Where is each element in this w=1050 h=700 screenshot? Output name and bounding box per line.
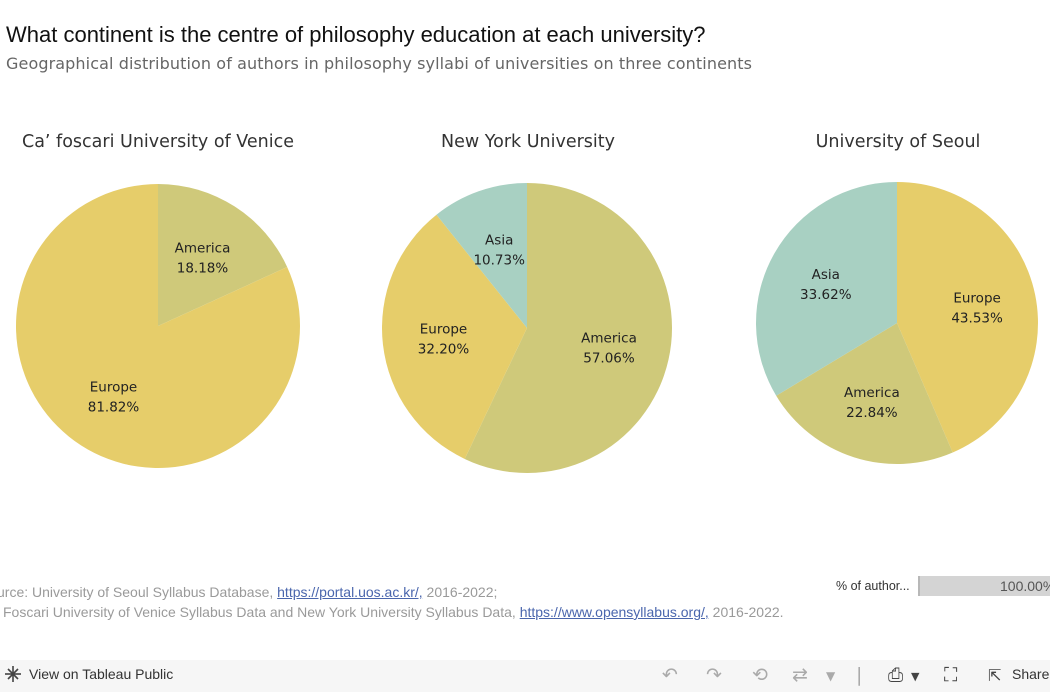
pie-2-value-america: 57.06% [583,351,635,367]
pie-3-slice-asia[interactable] [756,182,897,396]
source-link-opensyllabus[interactable]: https://www.opensyllabus.org/, [519,604,709,620]
chart-subtitle: Geographical distribution of authors in … [6,54,753,73]
pie-charts: America 18.18% Europe 81.82% America 57.06% Eu… [15,182,1038,473]
pie-3-slice-america[interactable] [776,323,953,464]
pie-2-label-asia: Asia [485,233,513,249]
pie-3-label-europe: Europe [953,291,1000,307]
pie-2-value-europe: 32.20% [418,342,470,358]
pie-2-slice-america[interactable] [464,183,673,473]
pie-1-value-america: 18.18% [177,261,229,277]
view-on-tableau-link[interactable]: View on Tableau Public [29,666,174,682]
chart-title: What continent is the centre of philosop… [6,22,706,47]
pie-3-slice-europe[interactable] [897,182,1038,453]
pie-title-venice: Ca’ foscari University of Venice [21,132,295,152]
download-dropdown-icon[interactable]: ▼ [911,670,920,683]
pause-dropdown-icon[interactable]: ▼ [826,669,836,683]
pie-2-slice-asia[interactable] [436,183,527,328]
pie-1-value-europe: 81.82% [88,399,140,415]
source-line-1-suffix: 2016-2022; [422,584,498,600]
size-legend-bar [918,576,1050,596]
pie-1-slice-america[interactable] [158,184,288,326]
source-link-uos[interactable]: https://portal.uos.ac.kr/, [277,584,423,600]
source-line-2: Foscari University of Venice Syllabus Da… [3,604,784,620]
size-legend-label: % of author... [836,579,910,593]
share-button[interactable]: Share [1012,666,1050,682]
undo-icon[interactable]: ↶ [662,664,678,686]
source-line-1-prefix: urce: University of Seoul Syllabus Datab… [0,584,278,600]
pie-3-label-america: America [844,385,900,401]
pie-2-label-europe: Europe [420,322,467,338]
pie-3-value-europe: 43.53% [951,311,1003,327]
tableau-logo-icon[interactable] [4,665,22,686]
toolbar-divider: | [856,664,863,686]
share-icon[interactable]: ⇱ [988,666,1002,685]
source-line-2-prefix: Foscari University of Venice Syllabus Da… [3,604,520,620]
source-line-1: urce: University of Seoul Syllabus Datab… [0,584,497,600]
pie-title-seoul: University of Seoul [815,132,981,152]
source-line-2-suffix: 2016-2022. [708,604,784,620]
pie-2-value-asia: 10.73% [473,253,525,269]
tableau-toolbar: View on Tableau Public ↶ ↷ ⟲ ⇄ ▼ | ⎙ ▼ ⛶… [0,660,1050,692]
fullscreen-icon[interactable]: ⛶ [944,664,958,686]
pie-1-label-america: America [175,241,231,257]
pie-2-slice-europe[interactable] [382,214,527,459]
size-legend-value: 100.00% [1000,578,1050,594]
pie-3-value-america: 22.84% [846,405,898,421]
revert-icon[interactable]: ⟲ [752,664,768,686]
pie-1-label-europe: Europe [90,379,137,395]
pause-icon[interactable]: ⇄ [792,664,808,686]
pie-3-value-asia: 33.62% [800,287,852,303]
pie-3-label-asia: Asia [812,267,840,283]
redo-icon[interactable]: ↷ [706,664,722,686]
pie-2-label-america: America [581,331,637,347]
download-icon[interactable]: ⎙ [888,664,904,686]
pie-title-nyu: New York University [441,132,615,152]
pie-1-slice-europe[interactable] [15,184,300,468]
